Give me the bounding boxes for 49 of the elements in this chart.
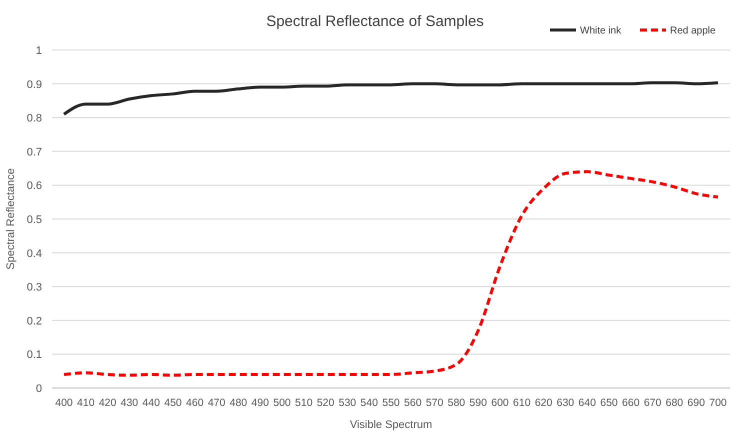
x-axis-title: Visible Spectrum bbox=[350, 419, 432, 431]
x-tick-label: 480 bbox=[230, 397, 248, 409]
x-tick-label: 600 bbox=[491, 397, 509, 409]
x-tick-label: 560 bbox=[404, 397, 422, 409]
x-tick-label: 490 bbox=[251, 397, 270, 409]
y-tick-label: 0.4 bbox=[26, 248, 42, 260]
x-tick-label: 460 bbox=[186, 397, 204, 409]
x-tick-label: 450 bbox=[164, 397, 182, 409]
x-tick-label: 650 bbox=[600, 397, 618, 409]
x-tick-label: 610 bbox=[513, 397, 531, 409]
x-tick-label: 640 bbox=[578, 397, 596, 409]
line-series bbox=[62, 170, 720, 377]
y-tick-label: 0.5 bbox=[26, 214, 42, 226]
y-tick-label: 0.7 bbox=[26, 146, 42, 158]
x-tick-label: 540 bbox=[360, 397, 378, 409]
x-tick-label: 590 bbox=[469, 397, 488, 409]
x-tick-label: 410 bbox=[77, 397, 95, 409]
legend-label: Red apple bbox=[670, 26, 716, 36]
y-tick-label: 0.6 bbox=[26, 180, 42, 192]
x-tick-label: 550 bbox=[382, 397, 400, 409]
y-tick-label: 0.3 bbox=[26, 282, 42, 294]
x-tick-label: 680 bbox=[666, 397, 684, 409]
x-tick-label: 520 bbox=[316, 397, 335, 409]
line-series bbox=[62, 81, 720, 116]
y-tick-label: 0.9 bbox=[26, 78, 42, 91]
x-tick-label: 470 bbox=[208, 397, 226, 409]
x-tick-label: 400 bbox=[55, 397, 73, 409]
x-tick-label: 660 bbox=[622, 397, 640, 409]
x-tick-label: 620 bbox=[534, 397, 553, 409]
x-tick-label: 580 bbox=[448, 397, 466, 409]
x-tick-label: 630 bbox=[556, 397, 574, 409]
x-tick-label: 700 bbox=[709, 397, 727, 409]
y-tick-label: 0.2 bbox=[26, 315, 42, 328]
x-tick-label: 440 bbox=[142, 397, 160, 409]
x-tick-label: 690 bbox=[687, 397, 706, 409]
x-tick-label: 670 bbox=[644, 397, 662, 409]
x-tick-label: 570 bbox=[426, 397, 444, 409]
y-axis-title: Spectral Reflectance bbox=[5, 168, 17, 270]
x-tick-label: 530 bbox=[338, 397, 356, 409]
y-tick-label: 1 bbox=[36, 45, 42, 57]
x-tick-label: 420 bbox=[98, 397, 117, 409]
y-tick-label: 0.8 bbox=[26, 112, 42, 125]
x-tick-label: 430 bbox=[120, 397, 138, 409]
y-tick-label: 0 bbox=[36, 383, 42, 395]
legend-label: White ink bbox=[580, 26, 622, 36]
y-tick-label: 0.1 bbox=[26, 349, 42, 362]
chart-title: Spectral Reflectance of Samples bbox=[266, 13, 484, 30]
x-tick-label: 500 bbox=[273, 397, 291, 409]
x-tick-label: 510 bbox=[295, 397, 313, 409]
